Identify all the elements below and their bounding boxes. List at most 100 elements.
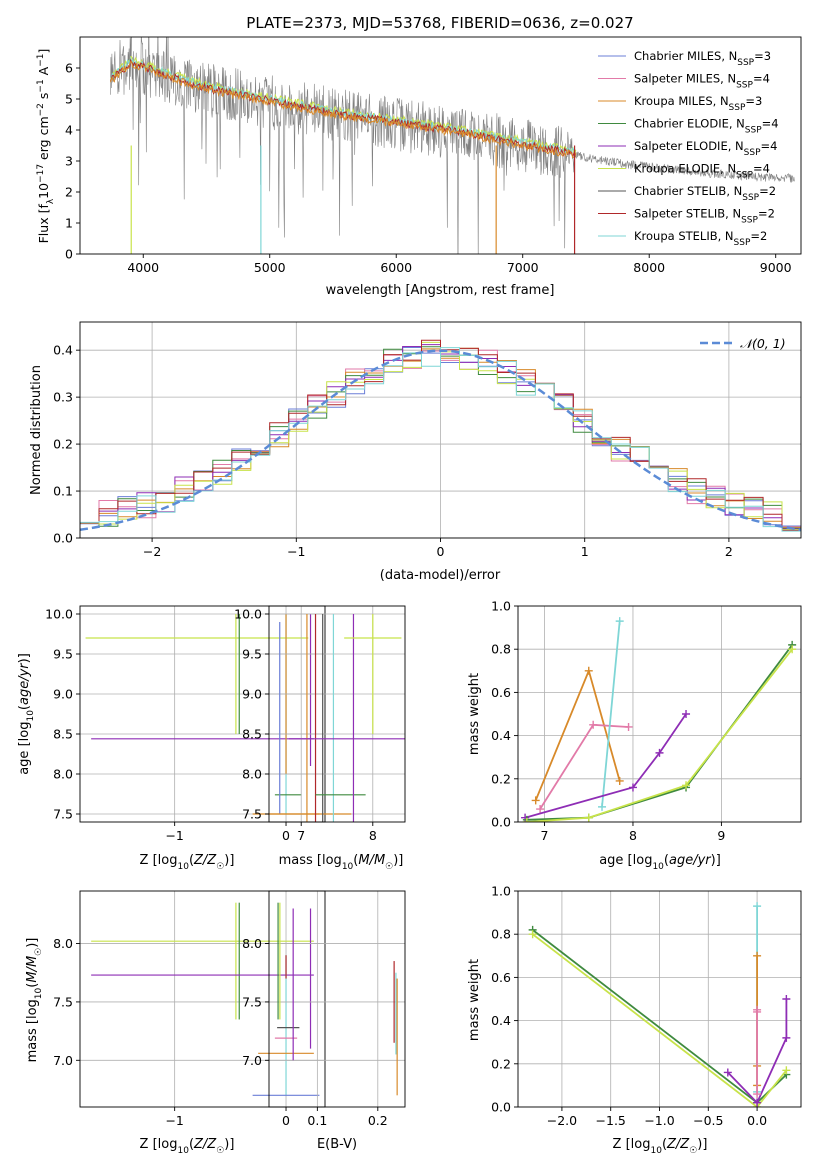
label-part: ☉ [34,948,44,956]
y-tick-label: 3 [65,154,73,169]
weight-marker [723,1068,732,1077]
legend-entry: Kroupa MILES, NSSP=3 [634,94,762,113]
label-part: =4 [753,162,770,176]
y-tick-label: 0.8 [491,927,511,942]
gaussian-curve [80,349,801,532]
y-tick-label: 0.0 [491,1100,511,1115]
weight-marker [753,1007,762,1016]
label-part: SSP [737,58,754,68]
y-tick-label: 8.0 [242,936,262,951]
legend-entry: Salpeter STELIB, NSSP=2 [634,207,775,226]
model-spectrum-kroupa-miles [109,61,577,159]
label-part: =2 [758,207,775,221]
x-tick-label: −2.0 [547,1113,577,1128]
x-tick-label: 8 [369,828,377,843]
x-axis-label: Z [log10(Z/Z☉)] [140,1137,235,1156]
y-axis-label: age [log10(age/yr)] [17,653,36,775]
weight-marker [584,666,593,675]
x-tick-label: 0.2 [368,1113,388,1128]
x-tick-label: −1.0 [644,1113,674,1128]
label-part: =3 [754,49,771,63]
axes-frame [79,36,802,255]
label-part: SSP [729,103,746,113]
weight-marker [753,951,762,960]
plot-area [80,891,325,1107]
x-axis-label: Z [log10(Z/Z☉)] [613,1137,708,1156]
y-tick-label: 0.0 [53,531,73,546]
y-tick-label: 0.2 [491,1056,511,1071]
x-tick-label: 0.0 [747,1113,767,1128]
plot-area [518,891,801,1107]
y-tick-label: 1 [65,216,73,231]
panel-weight_vs_age: 7 8 9 0.0 0.2 0.4 0.6 0.8 1.0 age [log10(age/yr)]… [467,599,802,872]
label-part: Z/Z [193,853,217,868]
axes-frame [79,605,326,823]
x-tick-label: 7000 [507,260,539,275]
weight-marker [624,722,633,731]
label-part: )] [17,653,32,663]
label-part: Kroupa STELIB, N [634,229,734,243]
weight-line-kroupa-stelib [601,621,621,807]
weight-marker [628,783,637,792]
y-tick-label: 10.0 [45,607,73,622]
label-part: ( [353,853,358,868]
x-tick-label: −1.5 [596,1113,626,1128]
label-part: ( [664,853,669,868]
label-part: )] [711,853,721,868]
x-tick-label: 2 [725,544,733,559]
label-part: erg cm [36,116,51,164]
x-tick-label: 7 [297,828,305,843]
label-part: Chabrier ELODIE, N [634,117,745,131]
y-tick-label: 0.4 [53,343,73,358]
label-part: Flux [f [36,204,51,244]
label-part: mass [log [25,999,40,1062]
weight-marker [584,813,593,822]
label-part: SSP [734,238,751,248]
y-tick-label: 6 [65,61,73,76]
label-part: Chabrier MILES, N [634,49,737,63]
label-part: Salpeter MILES, N [634,72,736,86]
label-part: Salpeter STELIB, N [634,207,741,221]
legend-entry: Chabrier MILES, NSSP=3 [634,49,771,68]
weight-line-kroupa-elodie [526,648,793,822]
observed-spectrum [110,37,795,254]
axes-frame [517,605,802,823]
x-tick-label: 4000 [127,260,159,275]
x-tick-label: 0 [437,544,445,559]
y-tick-label: 7.0 [242,1053,262,1068]
weight-marker [531,796,540,805]
x-axis-label: mass [log10(M/M☉)] [279,853,404,872]
label-part: M/M [358,853,385,868]
label-part: =3 [745,94,762,108]
legend-entry: Chabrier STELIB, NSSP=2 [634,184,776,203]
panel-age_vs_Z: −1 07.58.08.59.09.510.0Z [log10(Z/Z☉)]age… [17,605,326,872]
weight-marker [753,1090,762,1099]
label-part: ( [25,983,40,988]
label-part: ( [17,705,32,710]
y-axis-label: mass weight [467,673,482,755]
legend-entry: 𝒩(0, 1) [740,336,786,351]
x-tick-label: 0 [282,1113,290,1128]
x-tick-label: −1 [287,544,305,559]
label-part: Salpeter ELODIE, N [634,139,744,153]
label-part: )] [697,1137,707,1152]
y-tick-label: 0.2 [491,771,511,786]
weight-marker [788,645,797,654]
y-tick-label: 0.0 [491,815,511,830]
weight-marker [782,995,791,1003]
label-part: ( [189,853,194,868]
x-tick-label: −1 [165,828,183,843]
axes-frame [79,890,326,1108]
y-tick-label: 0.3 [53,390,73,405]
label-part: Z [log [140,853,178,868]
weight-marker [589,720,598,729]
x-axis-label: wavelength [Angstrom, rest frame] [326,283,555,298]
y-tick-label: 9.5 [242,647,262,662]
y-tick-label: 8.5 [242,727,262,742]
legend-entry: Salpeter ELODIE, NSSP=4 [634,139,777,158]
plot-area [80,322,801,538]
weight-marker [682,710,691,718]
legend-entry: Kroupa STELIB, NSSP=2 [634,229,767,248]
model-spectrum-kroupa-stelib [110,56,577,157]
plot-area [80,606,325,822]
